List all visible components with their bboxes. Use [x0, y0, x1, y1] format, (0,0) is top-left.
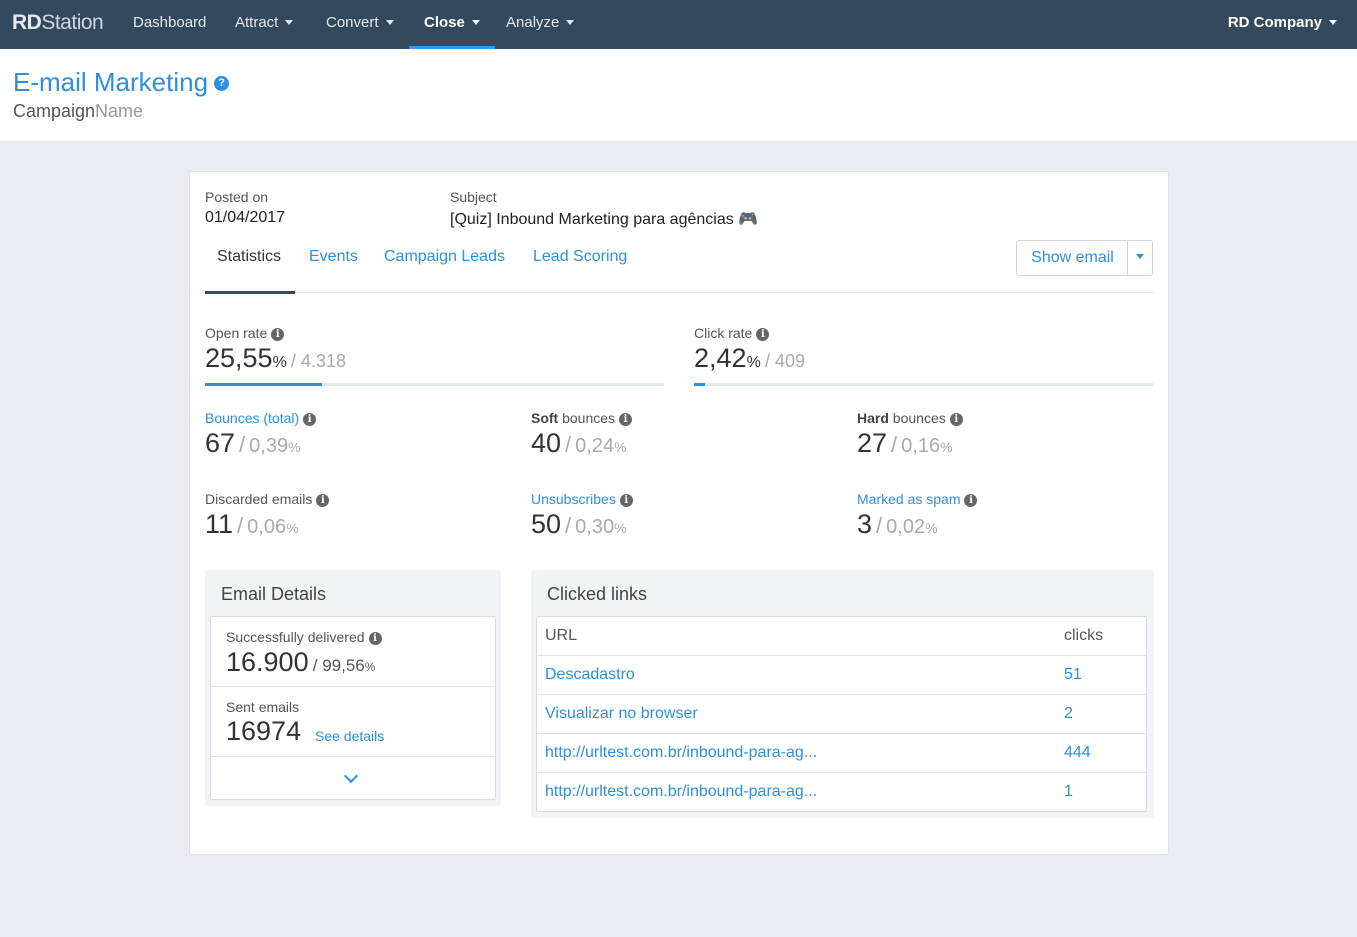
info-icon[interactable]: i — [949, 413, 963, 426]
email-details-panel: Email Details Successfully delivered i 16… — [205, 570, 501, 806]
info-icon[interactable]: i — [964, 494, 978, 507]
nav-dashboard[interactable]: Dashboard — [133, 14, 207, 31]
sent-emails-value: 16974 — [226, 716, 302, 746]
marked-as-spam-link[interactable]: Marked as spam i — [857, 491, 978, 507]
tab-campaign-leads[interactable]: Campaign Leads — [384, 248, 505, 265]
caret-down-icon — [1136, 254, 1144, 259]
campaign-card: Posted on 01/04/2017 Subject [Quiz] Inbo… — [189, 171, 1169, 855]
hard-bounces-label: Hard bounces i — [857, 410, 963, 426]
click-rate-progress-fill — [694, 383, 706, 386]
info-icon[interactable]: i — [271, 328, 285, 341]
successfully-delivered-value: 16.900 / 99,56% — [226, 647, 376, 677]
clicked-link-count[interactable]: 444 — [1064, 744, 1091, 761]
show-email-dropdown-toggle[interactable] — [1127, 241, 1152, 275]
click-rate-label: Click rate i — [694, 325, 770, 341]
nav-close[interactable]: Close — [409, 0, 495, 50]
click-rate-value: 2,42% / 409 — [694, 343, 806, 373]
column-header-clicks: clicks — [1064, 627, 1104, 644]
info-icon[interactable]: i — [368, 632, 382, 645]
nav-attract[interactable]: Attract — [235, 0, 294, 49]
marked-as-spam-value: 3/0,02% — [857, 509, 938, 539]
divider — [537, 772, 1146, 773]
subject-value: [Quiz] Inbound Marketing para agências 🎮 — [450, 211, 759, 228]
info-icon[interactable]: i — [619, 494, 633, 507]
posted-on-value: 01/04/2017 — [205, 209, 286, 226]
info-icon[interactable]: i — [316, 494, 330, 507]
page-header: E-mail Marketing? CampaignName — [0, 49, 1357, 141]
discarded-emails-label: Discarded emails i — [205, 491, 330, 507]
clicked-link-count[interactable]: 2 — [1064, 705, 1073, 722]
info-icon[interactable]: i — [756, 328, 770, 341]
discarded-emails-value: 11/0,06% — [205, 509, 299, 539]
open-rate-progress-bar — [205, 383, 664, 386]
tab-lead-scoring[interactable]: Lead Scoring — [533, 248, 628, 265]
clicked-link-count[interactable]: 51 — [1064, 666, 1082, 683]
show-email-split-button: Show email — [1016, 240, 1153, 276]
unsubscribes-value: 50/0,30% — [531, 509, 627, 539]
posted-on-label: Posted on — [205, 189, 269, 205]
sent-emails-label: Sent emails — [226, 699, 300, 715]
click-rate-progress-bar — [694, 383, 1153, 386]
nav-convert[interactable]: Convert — [326, 0, 394, 49]
subject-label: Subject — [450, 189, 497, 205]
clicked-link-url[interactable]: Visualizar no browser — [545, 705, 698, 722]
clicked-link-count[interactable]: 1 — [1064, 783, 1073, 800]
campaign-name: CampaignName — [13, 101, 144, 121]
clicked-links-panel: Clicked links URL clicks Descadastro 51 … — [531, 570, 1154, 818]
tab-statistics[interactable]: Statistics — [217, 248, 282, 265]
see-details-link[interactable]: See details — [315, 728, 385, 744]
tab-events[interactable]: Events — [309, 248, 358, 265]
open-rate-value: 25,55% / 4.318 — [205, 343, 347, 373]
divider — [537, 733, 1146, 734]
open-rate-progress-fill — [205, 383, 323, 386]
caret-down-icon — [471, 20, 480, 25]
info-icon[interactable]: i — [619, 413, 633, 426]
divider — [537, 655, 1146, 656]
active-tab-indicator — [205, 291, 295, 294]
soft-bounces-label: Soft bounces i — [531, 410, 633, 426]
caret-down-icon — [385, 20, 394, 25]
chevron-down-icon — [343, 768, 359, 784]
hard-bounces-value: 27/0,16% — [857, 428, 953, 458]
clicked-links-title: Clicked links — [547, 584, 648, 604]
page-title: E-mail Marketing? — [13, 67, 230, 98]
open-rate-label: Open rate i — [205, 325, 285, 341]
clicked-links-table: URL clicks Descadastro 51 Visualizar no … — [536, 616, 1147, 812]
column-header-url: URL — [545, 627, 578, 644]
caret-down-icon — [566, 20, 575, 25]
email-details-box: Successfully delivered i 16.900 / 99,56% … — [210, 616, 496, 800]
bounces-total-value: 67/0,39% — [205, 428, 301, 458]
tabs-divider — [205, 292, 1154, 293]
email-details-title: Email Details — [221, 584, 327, 604]
expand-details-button[interactable] — [211, 757, 495, 799]
clicked-link-url[interactable]: http://urltest.com.br/inbound-para-ag... — [545, 744, 818, 761]
divider — [211, 686, 495, 687]
help-icon[interactable]: ? — [214, 76, 230, 91]
clicked-link-url[interactable]: http://urltest.com.br/inbound-para-ag... — [545, 783, 818, 800]
bounces-total-link[interactable]: Bounces (total) i — [205, 410, 317, 426]
top-navbar: RDStation Dashboard Attract Convert Clos… — [0, 0, 1357, 50]
unsubscribes-link[interactable]: Unsubscribes i — [531, 491, 633, 507]
clicked-link-url[interactable]: Descadastro — [545, 666, 635, 683]
show-email-button[interactable]: Show email — [1031, 249, 1114, 266]
company-menu[interactable]: RD Company — [1228, 0, 1337, 49]
successfully-delivered-label: Successfully delivered i — [226, 629, 382, 645]
rd-station-logo[interactable]: RDStation — [12, 11, 104, 34]
caret-down-icon — [1329, 20, 1337, 25]
soft-bounces-value: 40/0,24% — [531, 428, 627, 458]
info-icon[interactable]: i — [303, 413, 317, 426]
divider — [211, 756, 495, 757]
caret-down-icon — [285, 20, 294, 25]
divider — [537, 694, 1146, 695]
nav-analyze[interactable]: Analyze — [506, 0, 575, 49]
